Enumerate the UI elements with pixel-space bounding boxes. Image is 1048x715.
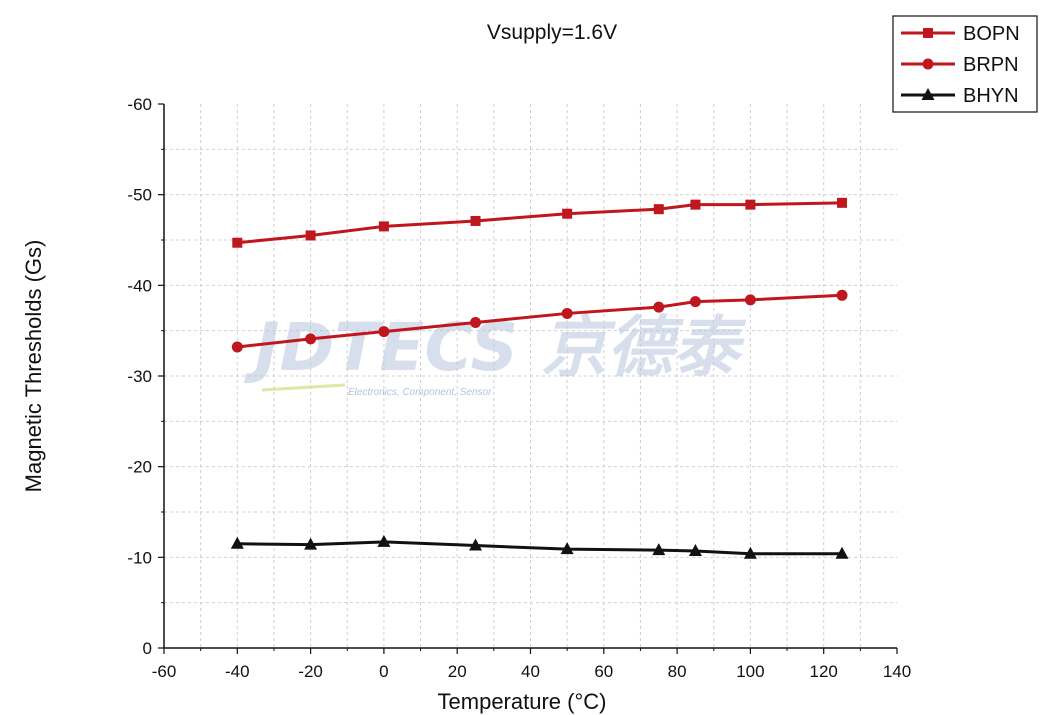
data-point-bhyn [560, 542, 574, 555]
data-point-brpn [470, 317, 482, 329]
x-tick-label: 60 [594, 662, 613, 681]
y-tick-label: -30 [127, 367, 152, 386]
y-tick-label: -40 [127, 276, 152, 295]
x-tick-label: -20 [298, 662, 323, 681]
watermark-tagline: Electronics, Component, Sensor [348, 387, 492, 398]
x-axis-title: Temperature (°C) [438, 689, 607, 714]
plot-series [230, 197, 849, 559]
data-point-brpn [561, 307, 573, 319]
legend-marker-brpn [922, 58, 934, 70]
legend: BOPN BRPN BHYN [892, 15, 1038, 113]
data-point-bhyn [469, 538, 483, 551]
legend-marker-bhyn [921, 88, 935, 100]
x-tick-label: 0 [379, 662, 388, 681]
data-point-bopn [690, 199, 701, 210]
y-tick-label: -20 [127, 458, 152, 477]
axes: -60 -40 -20 0 20 40 60 80 100 120 140 0 -10 -20 -30 -40… [127, 95, 911, 681]
watermark: JDTECS 京德泰 Electronics, Component, Senso… [244, 309, 747, 398]
data-point-bopn [653, 204, 664, 215]
data-point-bopn [470, 215, 481, 226]
data-point-brpn [231, 341, 243, 353]
data-point-brpn [305, 333, 317, 345]
data-point-brpn [653, 301, 665, 313]
data-point-bopn [378, 221, 389, 232]
x-tick-label: -60 [152, 662, 177, 681]
chart-title: Vsupply=1.6V [487, 21, 617, 44]
data-point-bhyn [230, 536, 244, 549]
data-point-bhyn [743, 546, 757, 559]
data-point-bhyn [652, 543, 666, 556]
grid [164, 104, 897, 648]
y-tick-label: 0 [143, 639, 152, 658]
data-point-bopn [305, 230, 316, 241]
data-point-bopn [745, 199, 756, 210]
data-point-bhyn [835, 546, 849, 559]
y-axis-title: Magnetic Thresholds (Gs) [21, 240, 46, 493]
x-tick-label: 20 [448, 662, 467, 681]
data-point-bopn [232, 237, 243, 248]
legend-marker-bopn [923, 28, 933, 38]
data-point-bhyn [688, 543, 702, 556]
data-point-bopn [562, 208, 573, 219]
legend-label-bhyn: BHYN [963, 85, 1019, 107]
y-tick-label: -50 [127, 186, 152, 205]
data-point-brpn [836, 289, 848, 301]
data-point-bhyn [377, 534, 391, 547]
x-tick-label: 100 [736, 662, 764, 681]
x-tick-label: 140 [883, 662, 911, 681]
x-tick-label: 80 [668, 662, 687, 681]
x-tick-label: -40 [225, 662, 250, 681]
x-tick-label: 120 [810, 662, 838, 681]
watermark-swoosh [261, 383, 346, 392]
legend-label-bopn: BOPN [963, 23, 1020, 45]
data-point-brpn [744, 294, 756, 306]
x-tick-label: 40 [521, 662, 540, 681]
y-tick-label: -10 [127, 548, 152, 567]
data-point-bhyn [304, 537, 318, 550]
y-tick-label: -60 [127, 95, 152, 114]
legend-label-brpn: BRPN [963, 54, 1019, 76]
data-point-bopn [837, 197, 848, 208]
data-point-brpn [378, 326, 390, 338]
data-point-brpn [689, 296, 701, 308]
